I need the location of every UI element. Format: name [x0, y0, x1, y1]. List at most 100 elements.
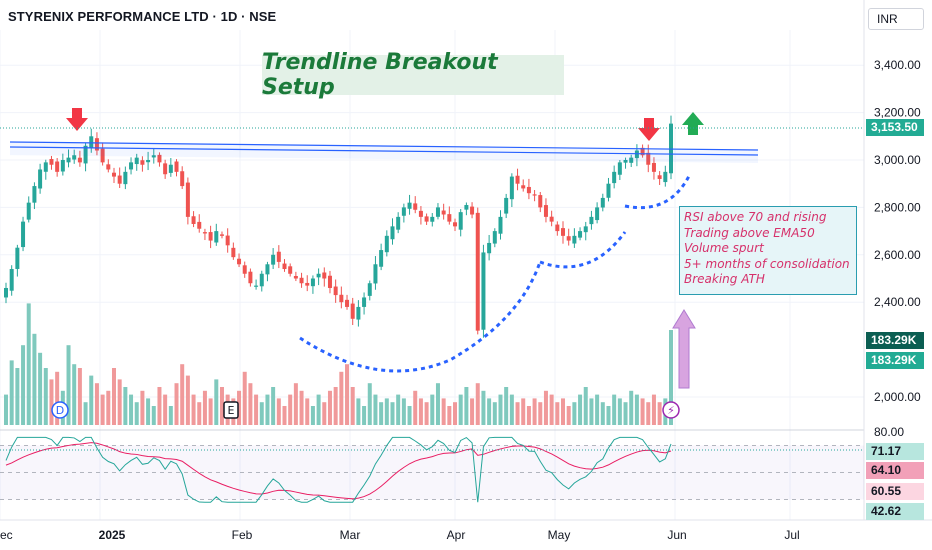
price-axis: 3,400.00 3,200.00 3,000.00 2,800.00 2,600.00…	[874, 58, 921, 439]
candle	[367, 283, 372, 296]
volume-bar	[248, 383, 253, 425]
symbol-title[interactable]: STYRENIX PERFORMANCE LTD · 1D · NSE	[8, 9, 277, 24]
candle	[612, 171, 617, 184]
volume-bar	[333, 387, 338, 425]
currency-button[interactable]: INR	[868, 8, 924, 30]
candle	[526, 186, 531, 194]
price-tick-label: 2,800.00	[874, 200, 921, 214]
candle	[248, 271, 253, 284]
volume-bar	[350, 387, 355, 425]
candle	[464, 205, 469, 210]
volume-bar	[254, 394, 259, 425]
volume-bar	[441, 398, 446, 425]
candle	[492, 231, 497, 244]
candle	[282, 263, 287, 270]
candle	[663, 171, 668, 183]
candle	[578, 231, 583, 238]
candle	[163, 163, 168, 175]
candle	[509, 176, 514, 200]
volume-bar	[509, 394, 514, 425]
volume-bar	[180, 364, 185, 425]
volume-bar	[242, 371, 247, 425]
candle	[640, 147, 645, 156]
volume-bar	[32, 333, 37, 425]
volume-bar	[498, 394, 503, 425]
event-markers[interactable]: D E ⚡	[51, 401, 680, 419]
candle	[339, 294, 344, 303]
volume-bar	[345, 364, 350, 425]
breakout-curve	[624, 173, 692, 210]
candle	[219, 234, 224, 236]
candle	[373, 264, 378, 284]
volume-bar	[163, 394, 168, 425]
candle	[418, 210, 423, 217]
earnings-marker[interactable]: E	[223, 401, 239, 419]
time-axis: ec 2025 Feb Mar Apr May Jun Jul	[0, 519, 932, 542]
candle	[146, 160, 151, 163]
candle	[15, 247, 20, 269]
candle	[617, 162, 622, 175]
volume-bar	[305, 398, 310, 425]
volume-bar	[453, 402, 458, 425]
volume-bar	[384, 398, 389, 425]
candle	[83, 145, 88, 164]
volume-bar	[407, 406, 412, 425]
candle	[458, 212, 463, 230]
marker-badge	[662, 401, 680, 419]
volume-bar	[66, 345, 71, 425]
volume-bar	[288, 394, 293, 425]
candle	[401, 207, 406, 216]
volume-bar	[259, 402, 264, 425]
volume-bar	[146, 398, 151, 425]
volume-bar	[94, 383, 99, 425]
candle	[475, 212, 480, 331]
volume-bar	[532, 398, 537, 425]
candle	[384, 235, 389, 253]
candle	[111, 172, 116, 177]
time-tick-label: Jul	[784, 528, 799, 542]
candle	[242, 265, 247, 274]
volume-bar	[202, 390, 207, 425]
candle	[271, 254, 276, 265]
arrows	[0, 108, 864, 389]
volume-bar	[418, 398, 423, 425]
candle	[481, 252, 486, 330]
volume-bar	[413, 390, 418, 425]
price-tick-label: 3,200.00	[874, 106, 921, 120]
rsi-tick-label: 80.00	[874, 425, 904, 439]
volume-bar	[515, 402, 520, 425]
dividend-marker[interactable]: D	[51, 401, 69, 419]
time-tick-label: 2025	[99, 528, 126, 542]
split-marker[interactable]: ⚡	[662, 401, 680, 419]
volume-bar	[322, 402, 327, 425]
marker-badge	[51, 401, 69, 419]
volume-bar	[55, 371, 60, 425]
candle	[345, 299, 350, 307]
volume-bar	[26, 303, 31, 425]
volume-bar	[555, 402, 560, 425]
volume-bar	[168, 406, 173, 425]
note-line: 5+ months of consolidation	[684, 256, 850, 271]
candle	[543, 205, 548, 217]
volume-bar	[111, 368, 116, 425]
volume-bar	[72, 364, 77, 425]
volume-bar	[595, 394, 600, 425]
candle	[123, 171, 128, 185]
volume-bar	[271, 387, 276, 425]
candlesticks	[4, 115, 673, 338]
candle	[288, 266, 293, 274]
volume-bar	[521, 398, 526, 425]
note-line: Volume spurt	[684, 241, 764, 255]
note-line: Trading above EMA50	[684, 225, 815, 240]
volume-bar	[293, 383, 298, 425]
candle	[208, 232, 213, 241]
volume-bar	[15, 368, 20, 425]
volume-bar	[435, 383, 440, 425]
candle	[657, 175, 662, 179]
trendline-upper	[9, 141, 759, 151]
candle	[259, 273, 264, 287]
marker-label: E	[228, 404, 235, 417]
candle	[600, 197, 605, 208]
candle	[379, 250, 384, 267]
